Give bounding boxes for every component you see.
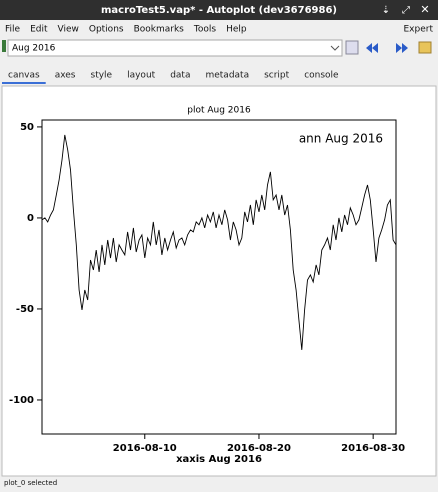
folder-button[interactable] xyxy=(418,41,432,54)
y-tick-label: -100 xyxy=(9,395,34,406)
tab[interactable]: script xyxy=(264,71,290,81)
tab[interactable]: style xyxy=(91,71,113,81)
title-bar xyxy=(0,0,438,20)
address-field[interactable] xyxy=(7,39,343,57)
tab[interactable]: data xyxy=(170,71,190,81)
menu-bar: File Edit View Options Bookmarks Tools Help xyxy=(5,25,247,35)
plot: plot Aug 2016 ann Aug 2016 50 0 -50 -100 2016-… xyxy=(9,106,405,466)
tab-bar: canvas axes style layout data metadata script c… xyxy=(2,71,339,84)
next-button[interactable] xyxy=(396,43,408,53)
status-bar: plot_0 selected xyxy=(4,479,57,487)
plot-title: plot Aug 2016 xyxy=(187,106,251,116)
menu-item[interactable]: Edit xyxy=(30,25,48,35)
tab[interactable]: layout xyxy=(127,71,156,81)
tab[interactable]: console xyxy=(304,71,339,81)
x-tick-label: 2016-08-10 xyxy=(113,443,177,454)
menu-item[interactable]: Help xyxy=(226,25,247,35)
menu-item[interactable]: Tools xyxy=(193,25,216,35)
prev-button[interactable] xyxy=(366,43,378,53)
y-tick-label: 0 xyxy=(27,213,34,224)
expert-mode[interactable]: Expert xyxy=(404,25,434,35)
plot-frame xyxy=(41,119,397,435)
address-text: Aug 2016 xyxy=(12,44,56,54)
bookmark-button[interactable] xyxy=(345,40,359,55)
canvas-area xyxy=(1,85,437,477)
dropdown-arrow[interactable] xyxy=(330,45,340,51)
tab-selected-indicator xyxy=(2,82,46,84)
x-tick-label: 2016-08-20 xyxy=(227,443,291,454)
menu-item[interactable]: File xyxy=(5,25,21,35)
address-icon xyxy=(2,40,6,52)
tab[interactable]: axes xyxy=(55,71,76,81)
tab[interactable]: metadata xyxy=(205,71,249,81)
annotation: ann Aug 2016 xyxy=(299,132,383,146)
menu-item[interactable]: Bookmarks xyxy=(134,25,185,35)
y-tick-label: -50 xyxy=(16,304,34,315)
x-axis-label: xaxis Aug 2016 xyxy=(176,454,262,465)
window-title: macroTest5.vap* - Autoplot (dev3676986) xyxy=(101,5,337,16)
minimize-button[interactable]: ⇣ xyxy=(382,5,390,16)
close-button[interactable]: ✕ xyxy=(420,3,429,16)
maximize-button[interactable]: ⤢ xyxy=(402,5,410,16)
tab[interactable]: canvas xyxy=(8,71,40,81)
menu-item[interactable]: View xyxy=(58,25,79,35)
x-tick-label: 2016-08-30 xyxy=(341,443,405,454)
menu-item[interactable]: Options xyxy=(89,25,124,35)
data-line xyxy=(41,134,397,350)
y-tick-label: 50 xyxy=(20,122,34,133)
